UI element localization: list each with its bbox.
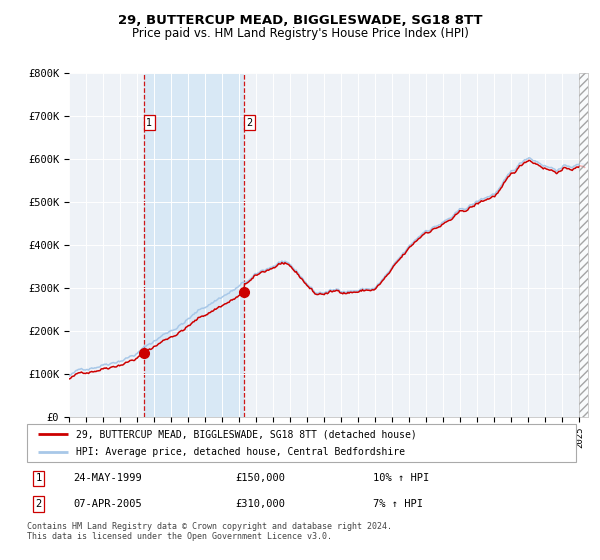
Text: 7% ↑ HPI: 7% ↑ HPI (373, 499, 423, 509)
Text: £310,000: £310,000 (236, 499, 286, 509)
Text: 29, BUTTERCUP MEAD, BIGGLESWADE, SG18 8TT (detached house): 29, BUTTERCUP MEAD, BIGGLESWADE, SG18 8T… (76, 429, 417, 439)
Text: Price paid vs. HM Land Registry's House Price Index (HPI): Price paid vs. HM Land Registry's House … (131, 27, 469, 40)
Text: £150,000: £150,000 (236, 473, 286, 483)
Polygon shape (580, 73, 588, 417)
Text: 29, BUTTERCUP MEAD, BIGGLESWADE, SG18 8TT: 29, BUTTERCUP MEAD, BIGGLESWADE, SG18 8T… (118, 14, 482, 27)
FancyBboxPatch shape (27, 424, 576, 462)
Bar (144, 73, 244, 417)
Text: 1: 1 (146, 118, 152, 128)
Text: 07-APR-2005: 07-APR-2005 (74, 499, 142, 509)
Text: HPI: Average price, detached house, Central Bedfordshire: HPI: Average price, detached house, Cent… (76, 447, 406, 457)
Text: 2: 2 (35, 499, 41, 509)
Text: 2: 2 (247, 118, 253, 128)
Text: 1: 1 (35, 473, 41, 483)
Text: Contains HM Land Registry data © Crown copyright and database right 2024.
This d: Contains HM Land Registry data © Crown c… (27, 522, 392, 542)
Text: 10% ↑ HPI: 10% ↑ HPI (373, 473, 429, 483)
Text: 24-MAY-1999: 24-MAY-1999 (74, 473, 142, 483)
